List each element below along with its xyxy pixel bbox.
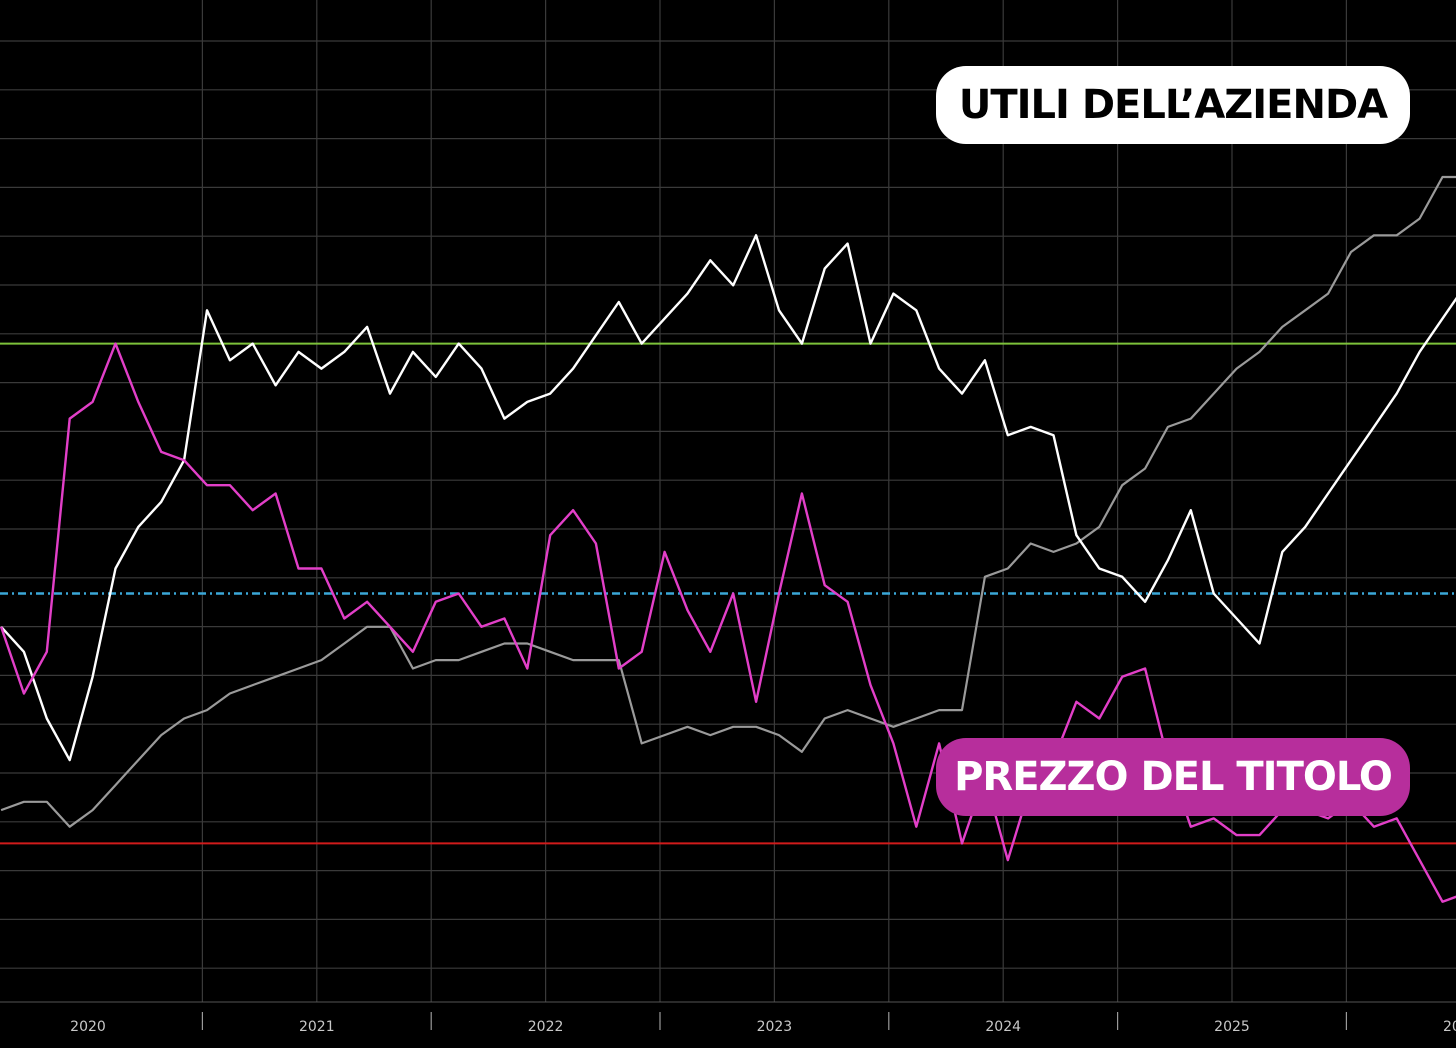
x-tick-label-2025: 2025 (1214, 1019, 1250, 1035)
x-tick-label-2022: 2022 (528, 1019, 564, 1035)
x-tick-label-2023: 2023 (757, 1019, 793, 1035)
x-axis: 2020 2021 2022 2023 2024 2025 2026 (0, 1001, 1456, 1035)
gray-series-line (0, 175, 1456, 828)
x-tick-label-2021: 2021 (299, 1019, 335, 1035)
magenta-series-line (0, 342, 1456, 903)
x-tick-label-2024: 2024 (985, 1019, 1021, 1035)
stock-price-label: PREZZO DEL TITOLO (936, 738, 1410, 816)
white-series-line (0, 234, 1456, 762)
earnings-label: UTILI DELL’AZIENDA (936, 66, 1410, 144)
x-tick-label-2020: 2020 (70, 1019, 106, 1035)
chart-series-group (0, 175, 1456, 903)
x-tick-label-2026: 2026 (1443, 1019, 1456, 1035)
chart-grid (0, 0, 1456, 1002)
